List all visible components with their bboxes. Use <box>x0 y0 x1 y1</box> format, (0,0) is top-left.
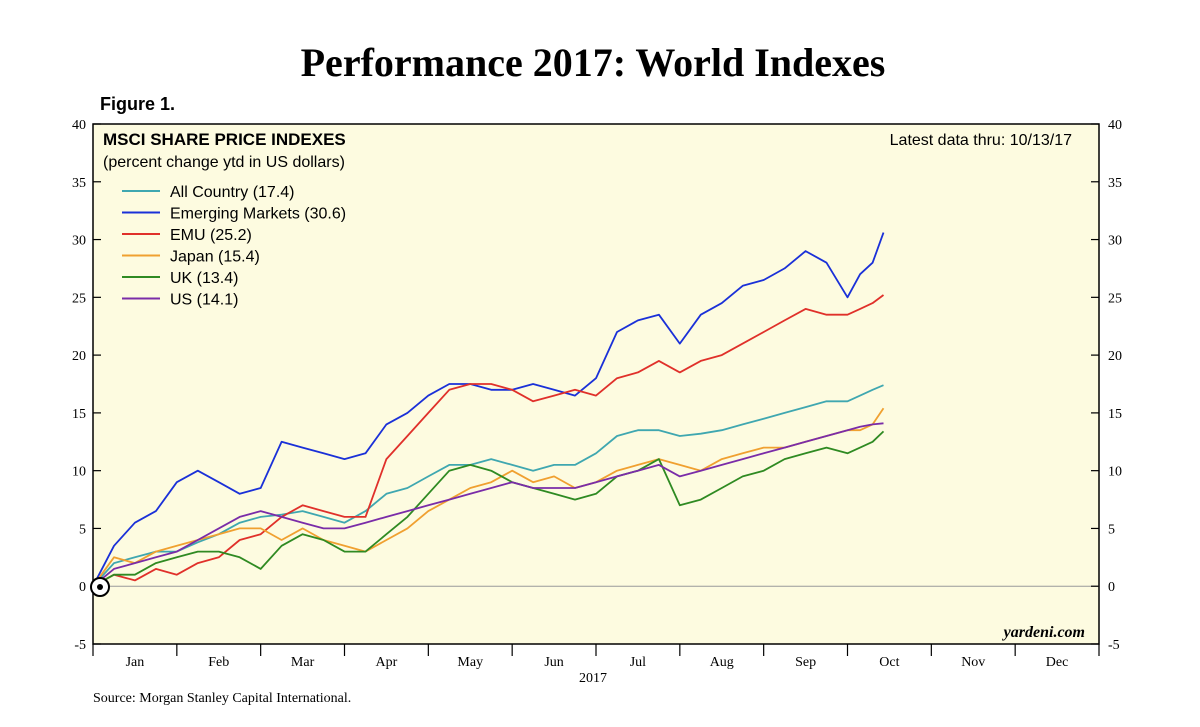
series-line-all-country <box>92 384 884 587</box>
y-tick-label-right: 0 <box>1108 580 1115 595</box>
y-tick-label-right: 40 <box>1108 118 1122 133</box>
y-tick-label-right: 5 <box>1108 522 1115 537</box>
x-tick-label: Aug <box>710 655 734 670</box>
series-line-uk <box>92 430 885 587</box>
x-tick-label: Jul <box>630 655 646 670</box>
y-tick-label-right: 20 <box>1108 349 1122 364</box>
x-tick-label: Nov <box>961 655 985 670</box>
y-tick-label-left: 0 <box>79 580 86 595</box>
legend-label: All Country (17.4) <box>170 184 295 201</box>
panel-subtitle: (percent change ytd in US dollars) <box>103 154 345 171</box>
x-tick-label: Sep <box>795 655 816 670</box>
y-tick-label-right: 15 <box>1108 407 1122 422</box>
watermark: yardeni.com <box>1002 624 1085 641</box>
y-tick-label-right: 30 <box>1108 234 1122 249</box>
x-tick-label: Mar <box>291 655 315 670</box>
legend-label: EMU (25.2) <box>170 227 252 244</box>
x-tick-label: Jan <box>126 655 145 670</box>
legend: All Country (17.4) Emerging Markets (30.6… <box>122 184 346 309</box>
legend-label: UK (13.4) <box>170 270 238 287</box>
y-tick-label-left: 20 <box>72 349 86 364</box>
x-tick-label: Oct <box>879 655 899 670</box>
legend-label: Emerging Markets (30.6) <box>170 206 346 223</box>
y-tick-label-left: 40 <box>72 118 86 133</box>
y-tick-label-left: 10 <box>72 465 86 480</box>
legend-label: US (14.1) <box>170 292 238 309</box>
x-tick-label: Apr <box>376 655 398 670</box>
y-tick-label-right: 10 <box>1108 465 1122 480</box>
chart-title: Performance 2017: World Indexes <box>301 40 886 85</box>
series-line-us <box>92 422 884 587</box>
x-tick-label: Jun <box>544 655 563 670</box>
series-line-emerging-markets <box>92 232 885 587</box>
y-tick-label-right: 35 <box>1108 176 1122 191</box>
y-tick-label-left: 15 <box>72 407 86 422</box>
y-tick-label-left: -5 <box>74 638 86 653</box>
y-tick-label-left: 25 <box>72 291 86 306</box>
x-axis-year-label: 2017 <box>579 671 607 686</box>
plot-area <box>92 123 1100 645</box>
figure-label: Figure 1. <box>100 94 175 114</box>
x-tick-label: May <box>457 655 483 670</box>
y-tick-label-left: 5 <box>79 522 86 537</box>
x-tick-label: Feb <box>208 655 229 670</box>
source-note: Source: Morgan Stanley Capital Internati… <box>93 691 351 706</box>
latest-data-label: Latest data thru: 10/13/17 <box>890 132 1072 149</box>
y-tick-label-right: -5 <box>1108 638 1120 653</box>
y-tick-label-left: 35 <box>72 176 86 191</box>
panel-title: MSCI SHARE PRICE INDEXES <box>103 130 346 149</box>
series-line-emu <box>92 294 885 587</box>
x-tick-label: Dec <box>1046 655 1069 670</box>
y-tick-label-right: 25 <box>1108 291 1122 306</box>
start-marker <box>90 577 110 597</box>
y-tick-label-left: 30 <box>72 234 86 249</box>
legend-label: Japan (15.4) <box>170 249 260 266</box>
